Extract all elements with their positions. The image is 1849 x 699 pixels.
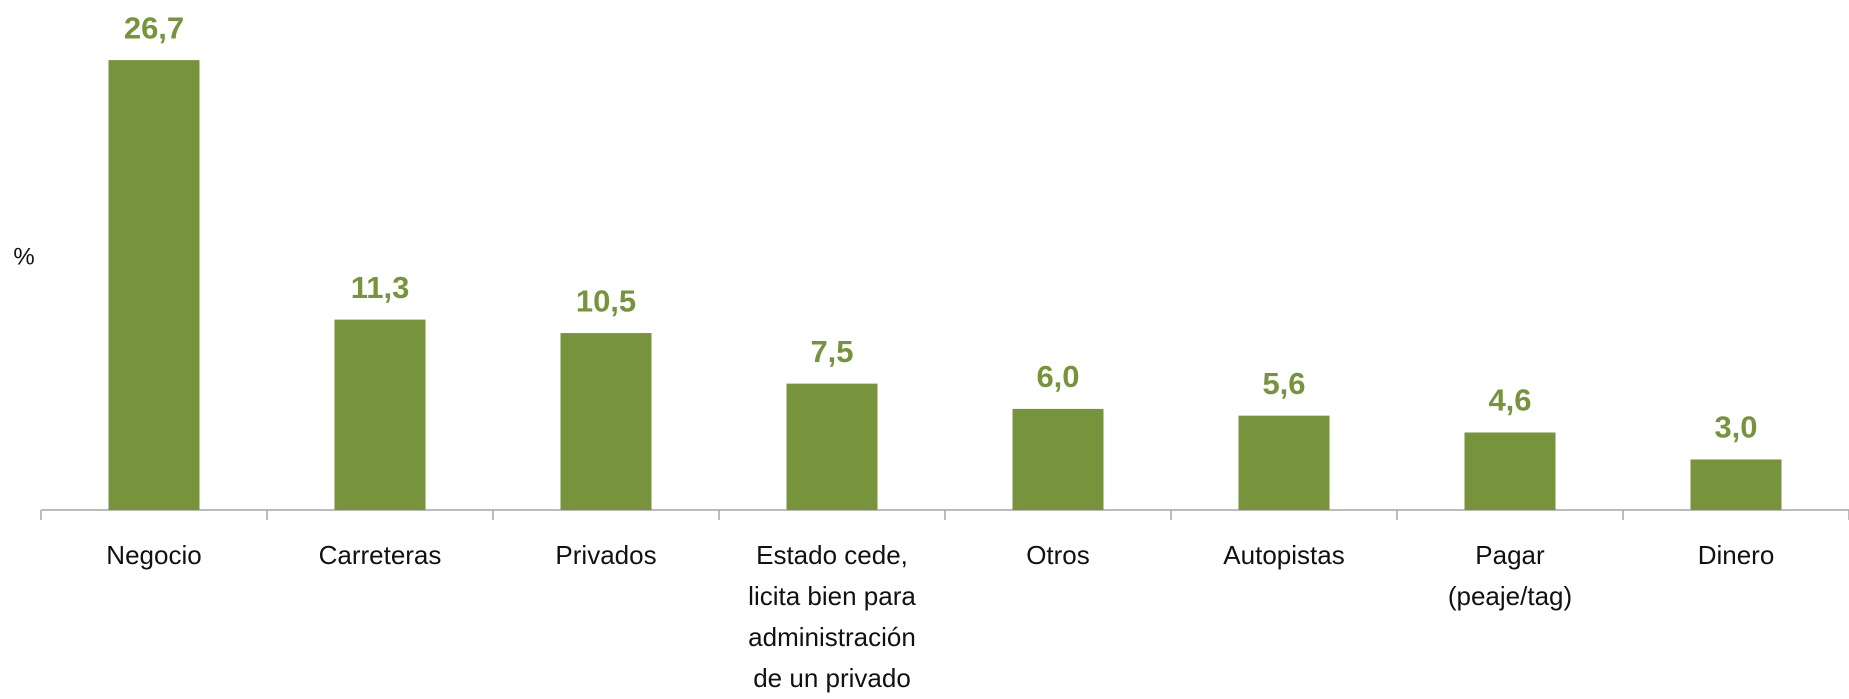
bar <box>1690 459 1782 510</box>
x-tick-label: Dinero <box>1697 540 1775 570</box>
bar <box>108 60 200 510</box>
x-tick-label: Negocio <box>106 540 202 570</box>
data-label: 4,6 <box>1488 383 1531 418</box>
x-tick-label: Privados <box>555 540 657 570</box>
x-tick-label: Carreteras <box>318 540 442 570</box>
data-label: 3,0 <box>1714 410 1757 445</box>
x-tick-label: Autopistas <box>1223 540 1345 570</box>
bar <box>560 333 652 510</box>
bar <box>1464 432 1556 510</box>
data-label: 7,5 <box>810 334 853 369</box>
bar <box>1238 415 1330 510</box>
x-tick-label: Estado cede, licita bien para administra… <box>748 540 916 693</box>
bar <box>1012 408 1104 510</box>
data-label: 26,7 <box>124 10 184 45</box>
y-axis-label: % <box>13 243 34 270</box>
x-tick-label: Otros <box>1026 540 1090 570</box>
bar <box>334 319 426 510</box>
data-label: 5,6 <box>1262 366 1305 401</box>
bar <box>786 383 878 510</box>
x-tick-label: Pagar (peaje/tag) <box>1447 540 1573 611</box>
data-label: 10,5 <box>576 283 636 318</box>
data-label: 6,0 <box>1036 359 1079 394</box>
data-label: 11,3 <box>351 270 410 305</box>
